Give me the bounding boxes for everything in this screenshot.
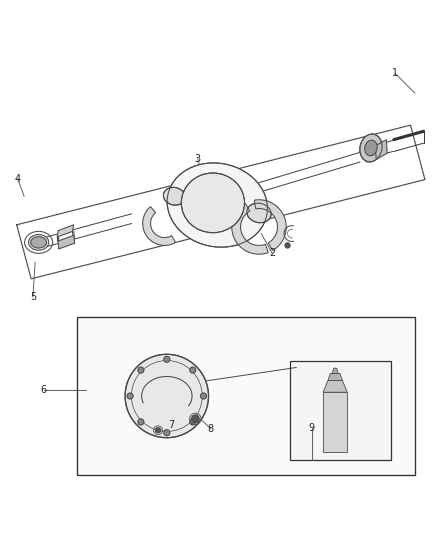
Text: 9: 9 [308, 423, 314, 433]
Polygon shape [327, 374, 342, 381]
Ellipse shape [200, 393, 206, 399]
Text: 8: 8 [207, 424, 213, 434]
Text: 5: 5 [30, 292, 36, 302]
Ellipse shape [284, 243, 290, 248]
Polygon shape [374, 140, 386, 159]
Bar [289, 361, 390, 459]
Ellipse shape [125, 354, 208, 438]
Text: 4: 4 [14, 174, 21, 184]
Polygon shape [142, 207, 175, 245]
Polygon shape [359, 144, 383, 162]
Text: 7: 7 [168, 421, 174, 431]
Ellipse shape [191, 415, 199, 423]
Ellipse shape [189, 419, 195, 425]
Polygon shape [58, 236, 74, 249]
Ellipse shape [181, 173, 244, 233]
Ellipse shape [163, 430, 170, 436]
Ellipse shape [138, 367, 144, 373]
Ellipse shape [364, 140, 376, 156]
Text: 3: 3 [194, 154, 200, 164]
Text: 1: 1 [391, 68, 397, 78]
Polygon shape [254, 200, 286, 251]
Ellipse shape [359, 134, 381, 162]
Polygon shape [322, 392, 346, 452]
Text: 2: 2 [268, 248, 275, 259]
Ellipse shape [189, 367, 195, 373]
Ellipse shape [155, 427, 160, 433]
Ellipse shape [163, 188, 185, 205]
Text: 6: 6 [41, 385, 47, 395]
Ellipse shape [246, 203, 271, 223]
Ellipse shape [167, 163, 267, 247]
Polygon shape [57, 225, 74, 237]
Ellipse shape [127, 393, 133, 399]
Polygon shape [322, 381, 346, 392]
Polygon shape [231, 204, 268, 254]
Ellipse shape [31, 237, 46, 248]
Polygon shape [332, 368, 337, 374]
Ellipse shape [163, 356, 170, 362]
Ellipse shape [28, 235, 49, 251]
Bar [77, 317, 414, 475]
Ellipse shape [138, 419, 144, 425]
